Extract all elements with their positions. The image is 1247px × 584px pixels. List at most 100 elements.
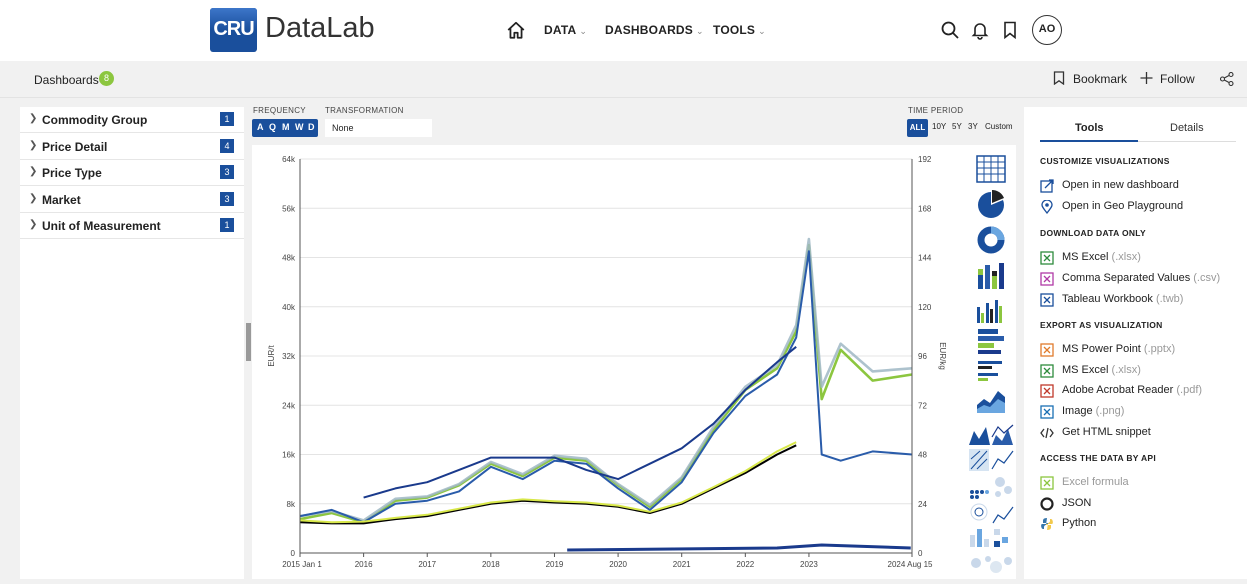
chevron-right-icon: ❯ xyxy=(29,113,38,124)
open-in-geo-playground[interactable]: Open in Geo Playground xyxy=(1040,199,1240,215)
y-tick-label: 48k xyxy=(282,254,296,263)
home-icon[interactable] xyxy=(506,20,526,40)
download-tableau-workbook[interactable]: Tableau Workbook (.twb) xyxy=(1040,292,1240,308)
tool-item-label: Open in new dashboard xyxy=(1062,179,1179,191)
file-extension: (.twb) xyxy=(1152,293,1184,305)
export-ms-excel[interactable]: MS Excel (.xlsx) xyxy=(1040,363,1240,379)
tool-item-label: Excel formula xyxy=(1062,476,1129,488)
filter-price-detail[interactable]: ❯ Price Detail 4 xyxy=(20,134,244,160)
image-icon xyxy=(1040,405,1054,419)
dot-matrix-icon[interactable] xyxy=(968,472,1014,502)
avatar[interactable]: AO xyxy=(1032,15,1062,45)
powerpoint-icon xyxy=(1040,343,1054,357)
frequency-option-d[interactable]: D xyxy=(308,122,315,132)
time-period-custom[interactable]: Custom xyxy=(985,122,1013,131)
time-period-5y[interactable]: 5Y xyxy=(952,122,962,131)
filter-label: Unit of Measurement xyxy=(42,219,161,233)
bookmark-icon[interactable] xyxy=(1000,20,1020,40)
file-extension: (.pdf) xyxy=(1173,384,1203,396)
x-tick-label: 2015 Jan 1 xyxy=(282,560,322,569)
filter-market[interactable]: ❯ Market 3 xyxy=(20,187,244,213)
download-csv[interactable]: Comma Separated Values (.csv) xyxy=(1040,271,1240,287)
line-chart[interactable]: 0 0 8k 24 16k 48 24k 72 32k 96 40k 120 48k 144 56k 168 6… xyxy=(252,145,964,579)
heatmap-icon[interactable] xyxy=(968,445,1014,475)
open-in-new-dashboard[interactable]: Open in new dashboard xyxy=(1040,178,1240,194)
y-tick-label: 16k xyxy=(282,451,296,460)
tab-tools[interactable]: Tools xyxy=(1075,122,1104,134)
time-period-all[interactable]: ALL xyxy=(907,119,928,137)
cru-logo[interactable]: CRU xyxy=(210,8,257,52)
tab-divider xyxy=(1040,141,1236,142)
time-period-10y[interactable]: 10Y xyxy=(932,122,947,131)
x-tick-label: 2020 xyxy=(609,560,627,569)
stacked-bar-icon[interactable] xyxy=(976,261,1006,291)
api-python[interactable]: Python xyxy=(1040,516,1240,532)
export-image[interactable]: Image (.png) xyxy=(1040,404,1240,420)
filter-unit-of-measurement[interactable]: ❯ Unit of Measurement 1 xyxy=(20,213,244,239)
chevron-right-icon: ❯ xyxy=(29,166,38,177)
y-axis-label: EUR/t xyxy=(267,345,276,367)
x-tick-label: 2019 xyxy=(546,560,564,569)
follow-label: Follow xyxy=(1160,72,1195,86)
table-view-icon[interactable] xyxy=(976,154,1006,184)
tool-item-label: Open in Geo Playground xyxy=(1062,200,1184,212)
time-period-3y[interactable]: 3Y xyxy=(968,122,978,131)
frequency-option-a[interactable]: A xyxy=(257,122,264,132)
frequency-option-w[interactable]: W xyxy=(295,122,304,132)
transformation-select[interactable]: None xyxy=(325,119,432,137)
follow-button[interactable]: Follow xyxy=(1140,72,1195,86)
export-ms-power-point[interactable]: MS Power Point (.pptx) xyxy=(1040,342,1240,358)
section-customize-visualizations: CUSTOMIZE VISUALIZATIONS xyxy=(1040,156,1170,166)
filter-commodity-group[interactable]: ❯ Commodity Group 1 xyxy=(20,107,244,133)
panel-resize-handle[interactable] xyxy=(246,323,251,361)
horizontal-stacked-bar-icon[interactable] xyxy=(976,326,1006,356)
tab-details[interactable]: Details xyxy=(1170,122,1204,134)
top-bar: CRU DataLab DATA ⌄ DASHBOARDS ⌄ TOOLS ⌄ AO xyxy=(0,0,1247,61)
download-ms-excel[interactable]: MS Excel (.xlsx) xyxy=(1040,250,1240,266)
api-excel-formula[interactable]: Excel formula xyxy=(1040,475,1240,491)
search-icon[interactable] xyxy=(940,20,960,40)
api-json[interactable]: JSON xyxy=(1040,496,1240,512)
nav-tools[interactable]: TOOLS ⌄ xyxy=(713,23,766,37)
grouped-bar-icon[interactable] xyxy=(976,295,1006,325)
nav-data[interactable]: DATA ⌄ xyxy=(544,23,587,37)
scatter-icon[interactable] xyxy=(968,523,1014,553)
nav-dashboards[interactable]: DASHBOARDS ⌄ xyxy=(605,23,704,37)
new-dashboard-icon xyxy=(1040,179,1054,193)
y2-tick-label: 192 xyxy=(918,155,932,164)
get-html-snippet[interactable]: Get HTML snippet xyxy=(1040,425,1240,441)
donut-chart-icon[interactable] xyxy=(976,225,1006,255)
bell-icon[interactable] xyxy=(970,20,990,40)
series-line-4 xyxy=(363,346,797,499)
y2-axis-label: EUR/kg xyxy=(938,342,947,370)
multi-area-icon[interactable] xyxy=(968,417,1014,447)
area-chart-icon[interactable] xyxy=(976,385,1006,415)
series-line-2 xyxy=(299,237,913,522)
y-tick-label: 8k xyxy=(287,500,296,509)
y2-tick-label: 144 xyxy=(918,254,932,263)
frequency-option-q[interactable]: Q xyxy=(269,122,277,132)
radar-icon[interactable] xyxy=(968,497,1014,527)
tool-item-label: MS Excel xyxy=(1062,251,1109,263)
filter-price-type[interactable]: ❯ Price Type 3 xyxy=(20,160,244,186)
y2-tick-label: 72 xyxy=(918,401,927,410)
sub-bar: Dashboards 8 Bookmark Follow xyxy=(0,61,1247,98)
section-export-as-visualization: EXPORT AS VISUALIZATION xyxy=(1040,320,1163,330)
chevron-right-icon: ❯ xyxy=(29,219,38,230)
dashboard-count-badge: 8 xyxy=(99,71,114,86)
pie-chart-icon[interactable] xyxy=(976,189,1006,219)
breadcrumb[interactable]: Dashboards xyxy=(34,73,99,87)
bubble-icon[interactable] xyxy=(968,549,1014,579)
filter-count-badge: 3 xyxy=(220,192,234,206)
tool-item-label: Adobe Acrobat Reader xyxy=(1062,384,1174,396)
export-adobe-acrobat-reader[interactable]: Adobe Acrobat Reader (.pdf) xyxy=(1040,383,1240,399)
frequency-selector: A Q M W D xyxy=(252,119,318,137)
bookmark-label: Bookmark xyxy=(1073,72,1128,86)
x-tick-label: 2016 xyxy=(355,560,373,569)
frequency-option-m[interactable]: M xyxy=(282,122,290,132)
y2-tick-label: 120 xyxy=(918,303,932,312)
bookmark-button[interactable]: Bookmark xyxy=(1053,71,1128,86)
share-icon[interactable] xyxy=(1220,72,1234,86)
horizontal-bar-icon[interactable] xyxy=(976,357,1006,387)
x-tick-label: 2017 xyxy=(418,560,436,569)
